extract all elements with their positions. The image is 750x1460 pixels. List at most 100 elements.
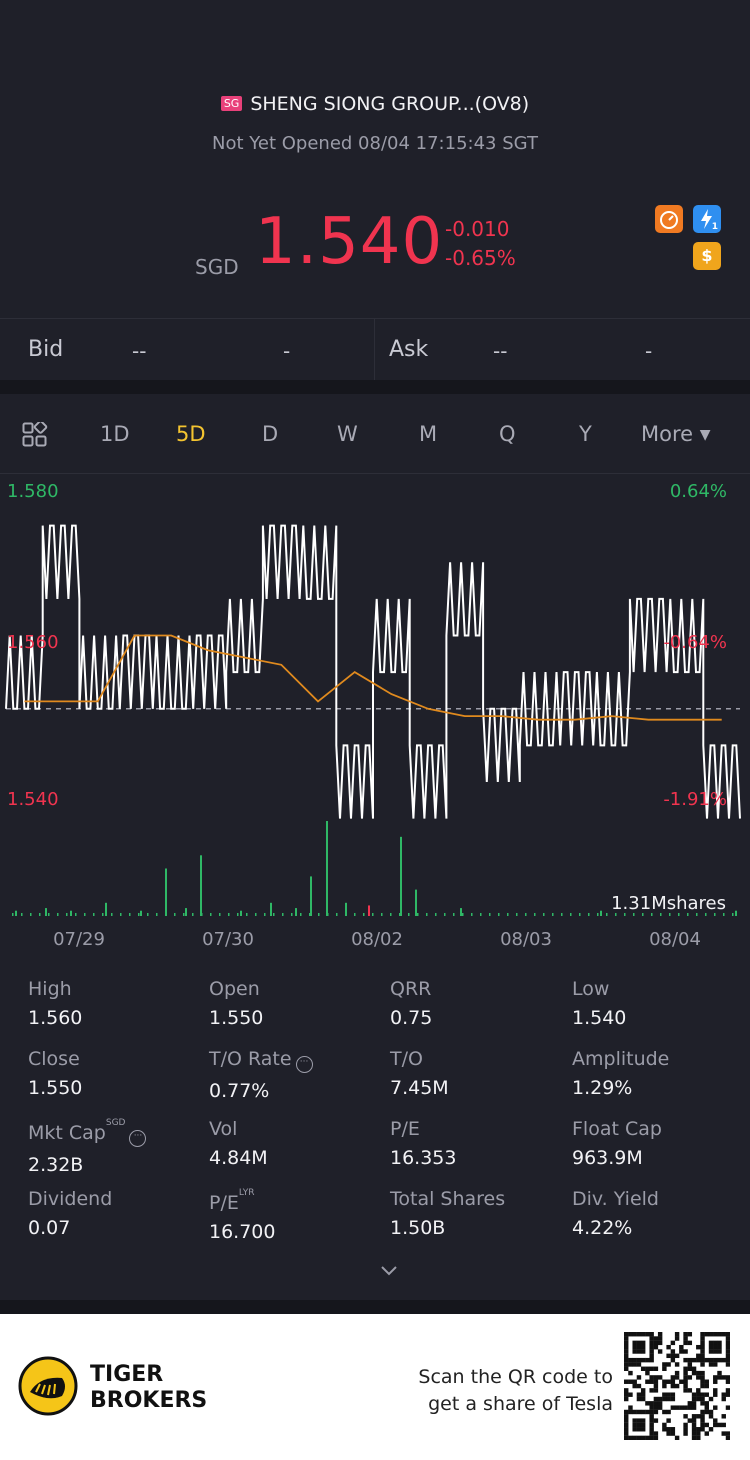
change-percent: -0.65%: [445, 246, 516, 270]
volume-bar: [70, 910, 72, 916]
volume-bar: [732, 913, 734, 916]
stat-label: Close: [28, 1048, 80, 1070]
volume-bar: [489, 913, 491, 916]
price-chart[interactable]: 1.580 1.560 1.540 0.64% -0.64% -1.91% 1.…: [0, 474, 750, 964]
stat-item: QRR 0.75: [390, 978, 570, 1029]
promo-footer: TIGER BROKERS Scan the QR code to get a …: [0, 1314, 750, 1460]
stock-title[interactable]: SG SHENG SIONG GROUP...(OV8): [0, 93, 750, 115]
quote-header: SG SHENG SIONG GROUP...(OV8) Not Yet Open…: [0, 0, 750, 318]
pct-tick-low: -1.91%: [663, 789, 727, 810]
stat-value: 2.32B: [28, 1154, 84, 1176]
x-tick: 08/04: [649, 929, 701, 950]
dollar-icon[interactable]: $: [693, 242, 721, 270]
brand-line-1: TIGER: [90, 1362, 164, 1387]
volume-bar: [363, 913, 365, 916]
stat-value: 0.75: [390, 1007, 433, 1029]
volume-bar: [48, 913, 50, 916]
volume-bar: [705, 913, 707, 916]
stat-item[interactable]: Mkt CapSGD··· 2.32B: [28, 1118, 208, 1176]
volume-bar: [381, 913, 383, 916]
tab-y[interactable]: Y: [579, 422, 592, 446]
x-tick: 08/03: [500, 929, 552, 950]
stat-label: P/E: [390, 1118, 420, 1140]
volume-bar: [12, 913, 14, 916]
volume-bar: [460, 908, 462, 916]
stat-value: 0.77%: [209, 1080, 270, 1102]
stat-item: Close 1.550: [28, 1048, 208, 1099]
tab-1d[interactable]: 1D: [100, 422, 130, 446]
volume-bar: [15, 910, 17, 916]
stat-item: P/E 16.353: [390, 1118, 570, 1169]
volume-bar: [264, 913, 266, 916]
ask-label: Ask: [389, 337, 429, 362]
average-line: [24, 634, 722, 721]
volume-bar: [372, 913, 374, 916]
volume-bar: [183, 913, 185, 916]
stat-superscript: LYR: [238, 1188, 255, 1198]
qr-code-icon[interactable]: [624, 1332, 730, 1440]
tab-m[interactable]: M: [419, 422, 438, 446]
stat-item: Div. Yield 4.22%: [572, 1188, 750, 1239]
volume-bar: [185, 908, 187, 916]
stat-label: P/ELYR: [209, 1188, 255, 1214]
stat-item: Total Shares 1.50B: [390, 1188, 570, 1239]
tab-5d[interactable]: 5D: [176, 422, 206, 446]
volume-bar: [444, 913, 446, 916]
layout-grid-icon[interactable]: [22, 422, 48, 448]
stat-label: T/O: [390, 1048, 423, 1070]
bid-size: -: [283, 339, 291, 363]
stat-item[interactable]: T/O Rate ··· 0.77%: [209, 1048, 389, 1102]
tab-q[interactable]: Q: [499, 422, 516, 446]
volume-bar: [400, 836, 402, 916]
stat-value: 1.560: [28, 1007, 83, 1029]
scan-line-1: Scan the QR code to: [418, 1366, 613, 1388]
volume-bar: [615, 913, 617, 916]
volume-bar: [326, 821, 328, 916]
volume-bar: [165, 868, 167, 916]
section-divider: [0, 380, 750, 394]
volume-bar: [507, 913, 509, 916]
info-icon[interactable]: ···: [295, 1056, 313, 1073]
chevron-down-icon: ▼: [699, 427, 711, 443]
volume-bar: [192, 913, 194, 916]
stat-item: Vol 4.84M: [209, 1118, 389, 1169]
volume-bar: [45, 908, 47, 916]
tab-d[interactable]: D: [262, 422, 279, 446]
stat-label: Mkt CapSGD···: [28, 1118, 208, 1147]
volume-bar: [105, 902, 107, 916]
chart-canvas: 1.580 1.560 1.540 0.64% -0.64% -1.91% 1.…: [5, 481, 741, 950]
gauge-icon[interactable]: [655, 205, 683, 233]
last-price: 1.540: [255, 205, 444, 279]
footer-divider: [0, 1300, 750, 1314]
volume-bar: [102, 913, 104, 916]
volume-bar: [111, 913, 113, 916]
info-icon[interactable]: ···: [129, 1130, 147, 1147]
volume-bar: [165, 913, 167, 916]
volume-bar: [336, 913, 338, 916]
brand-name: TIGER BROKERS: [90, 1362, 207, 1414]
volume-bar: [624, 913, 626, 916]
volume-bar: [735, 910, 737, 916]
chevron-down-icon[interactable]: [378, 1262, 400, 1278]
tab-w[interactable]: W: [337, 422, 358, 446]
volume-bar: [561, 913, 563, 916]
volume-bar: [570, 913, 572, 916]
volume-bar: [498, 913, 500, 916]
stat-value: 7.45M: [390, 1077, 449, 1099]
volume-bar: [66, 913, 68, 916]
volume-bar: [228, 913, 230, 916]
volume-bar: [327, 913, 329, 916]
x-tick: 08/02: [351, 929, 403, 950]
stat-label: T/O Rate ···: [209, 1048, 389, 1073]
stat-item: T/O 7.45M: [390, 1048, 570, 1099]
lightning-icon[interactable]: 1: [693, 205, 721, 233]
volume-bar: [471, 913, 473, 916]
volume-bar: [282, 913, 284, 916]
tab-more[interactable]: More ▼: [641, 422, 711, 446]
volume-bar: [345, 913, 347, 916]
ask-price: --: [493, 339, 508, 363]
volume-bar: [633, 913, 635, 916]
volume-bar: [210, 913, 212, 916]
volume-bar: [39, 913, 41, 916]
market-status: Not Yet Opened 08/04 17:15:43 SGT: [212, 133, 538, 154]
